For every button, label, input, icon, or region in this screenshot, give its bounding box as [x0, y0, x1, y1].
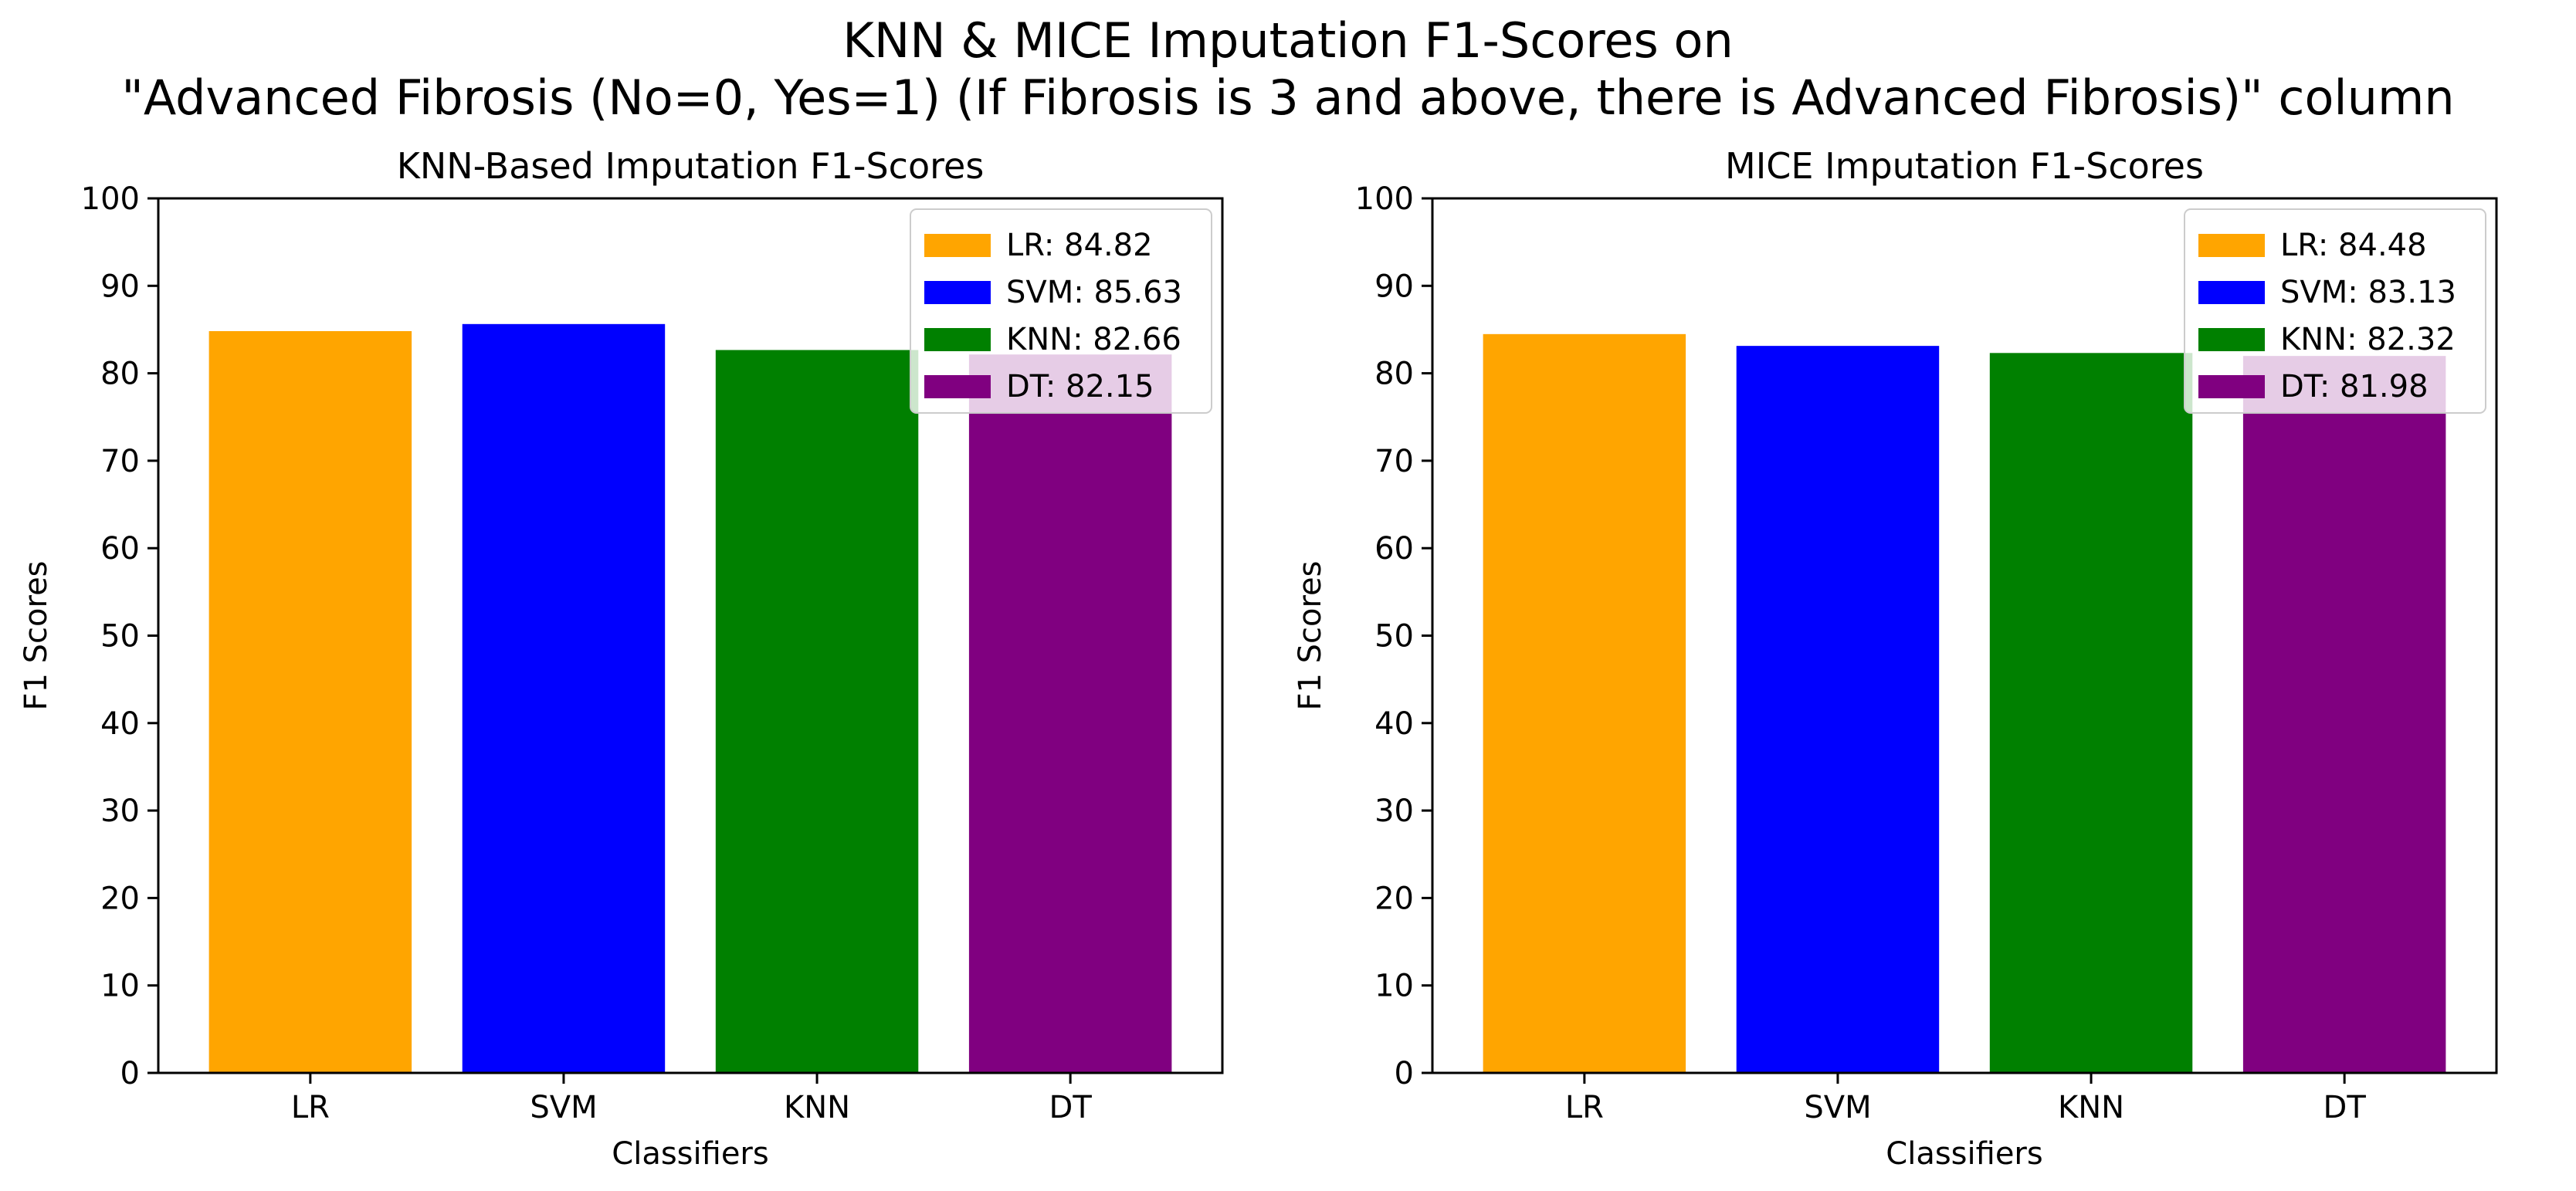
knn-legend-swatch-svm — [924, 281, 991, 304]
mice-legend-swatch-svm — [2198, 281, 2265, 304]
mice-x-tick-label-lr: LR — [1565, 1090, 1604, 1125]
mice-legend-box — [2184, 208, 2486, 414]
knn-y-tick-label-40: 40 — [100, 706, 140, 742]
knn-bar-svm — [462, 323, 666, 1073]
knn-panel-title: KNN-Based Imputation F1-Scores — [397, 145, 985, 187]
mice-panel-title: MICE Imputation F1-Scores — [1725, 145, 2204, 187]
mice-legend-label-lr: LR: 84.48 — [2280, 228, 2427, 263]
knn-imputation-panel: 0 10 20 30 40 50 60 70 80 90 100 LR SVM KNN DT KNN-Base… — [19, 145, 1224, 1172]
knn-legend-label-dt: DT: 82.15 — [1006, 369, 1154, 404]
mice-x-tick-label-knn: KNN — [2058, 1090, 2124, 1125]
knn-x-tick-label-knn: KNN — [784, 1090, 850, 1125]
mice-y-tick-label-40: 40 — [1374, 706, 1414, 742]
knn-legend: LR: 84.82 SVM: 85.63 KNN: 82.66 DT: 82.15 — [910, 208, 1212, 414]
knn-y-tick-label-100: 100 — [81, 181, 140, 217]
mice-legend-label-dt: DT: 81.98 — [2280, 369, 2429, 404]
knn-legend-label-svm: SVM: 85.63 — [1006, 275, 1182, 310]
figure-title-line-2: "Advanced Fibrosis (No=0, Yes=1) (If Fib… — [121, 69, 2454, 126]
knn-y-tick-label-30: 30 — [100, 793, 140, 829]
mice-x-tick-label-svm: SVM — [1804, 1090, 1871, 1125]
knn-legend-swatch-knn — [924, 328, 991, 351]
knn-bar-knn — [715, 350, 919, 1074]
mice-y-tick-label-30: 30 — [1374, 793, 1414, 829]
figure-title-line-1: KNN & MICE Imputation F1-Scores on — [842, 12, 1734, 69]
knn-y-tick-label-10: 10 — [100, 969, 140, 1004]
knn-bar-lr — [208, 330, 412, 1074]
mice-y-tick-label-90: 90 — [1374, 269, 1414, 304]
knn-legend-swatch-lr — [924, 234, 991, 257]
knn-legend-box — [910, 208, 1212, 414]
mice-legend-swatch-lr — [2198, 234, 2265, 257]
knn-y-tick-label-80: 80 — [100, 357, 140, 392]
mice-legend-swatch-dt — [2198, 375, 2265, 398]
mice-bar-lr — [1483, 333, 1686, 1073]
mice-legend-label-knn: KNN: 82.32 — [2280, 322, 2456, 357]
knn-y-tick-label-90: 90 — [100, 269, 140, 304]
mice-y-tick-label-80: 80 — [1374, 357, 1414, 392]
mice-bar-svm — [1736, 346, 1940, 1073]
knn-legend-label-lr: LR: 84.82 — [1006, 228, 1153, 263]
knn-y-tick-label-50: 50 — [100, 619, 140, 655]
mice-y-tick-label-60: 60 — [1374, 531, 1414, 567]
knn-x-tick-label-dt: DT — [1049, 1090, 1093, 1125]
knn-y-tick-label-60: 60 — [100, 531, 140, 567]
knn-y-axis-label: F1 Scores — [19, 560, 54, 710]
knn-y-tick-label-0: 0 — [120, 1056, 140, 1091]
mice-y-tick-label-10: 10 — [1374, 969, 1414, 1004]
knn-x-tick-label-svm: SVM — [530, 1090, 597, 1125]
knn-bar-dt — [968, 354, 1172, 1074]
mice-legend-label-svm: SVM: 83.13 — [2280, 275, 2456, 310]
mice-y-tick-label-70: 70 — [1374, 444, 1414, 479]
mice-y-tick-label-0: 0 — [1395, 1056, 1414, 1091]
mice-y-tick-label-20: 20 — [1374, 881, 1414, 916]
mice-imputation-panel: 0 10 20 30 40 50 60 70 80 90 100 LR SVM KNN DT MICE Imp… — [1293, 145, 2498, 1172]
mice-y-tick-label-100: 100 — [1355, 181, 1414, 217]
knn-legend-label-knn: KNN: 82.66 — [1006, 322, 1181, 357]
knn-y-tick-label-70: 70 — [100, 444, 140, 479]
mice-legend-swatch-knn — [2198, 328, 2265, 351]
knn-legend-swatch-dt — [924, 375, 991, 398]
mice-x-tick-label-dt: DT — [2323, 1090, 2367, 1125]
mice-y-axis-label: F1 Scores — [1293, 560, 1328, 710]
knn-y-tick-label-20: 20 — [100, 881, 140, 916]
mice-bar-knn — [1989, 353, 2193, 1073]
knn-x-axis-label: Classifiers — [612, 1136, 768, 1172]
mice-bar-dt — [2242, 356, 2446, 1073]
mice-x-axis-label: Classifiers — [1886, 1136, 2042, 1172]
knn-x-tick-label-lr: LR — [291, 1090, 330, 1125]
mice-y-tick-label-50: 50 — [1374, 619, 1414, 655]
mice-legend: LR: 84.48 SVM: 83.13 KNN: 82.32 DT: 81.98 — [2184, 208, 2486, 414]
